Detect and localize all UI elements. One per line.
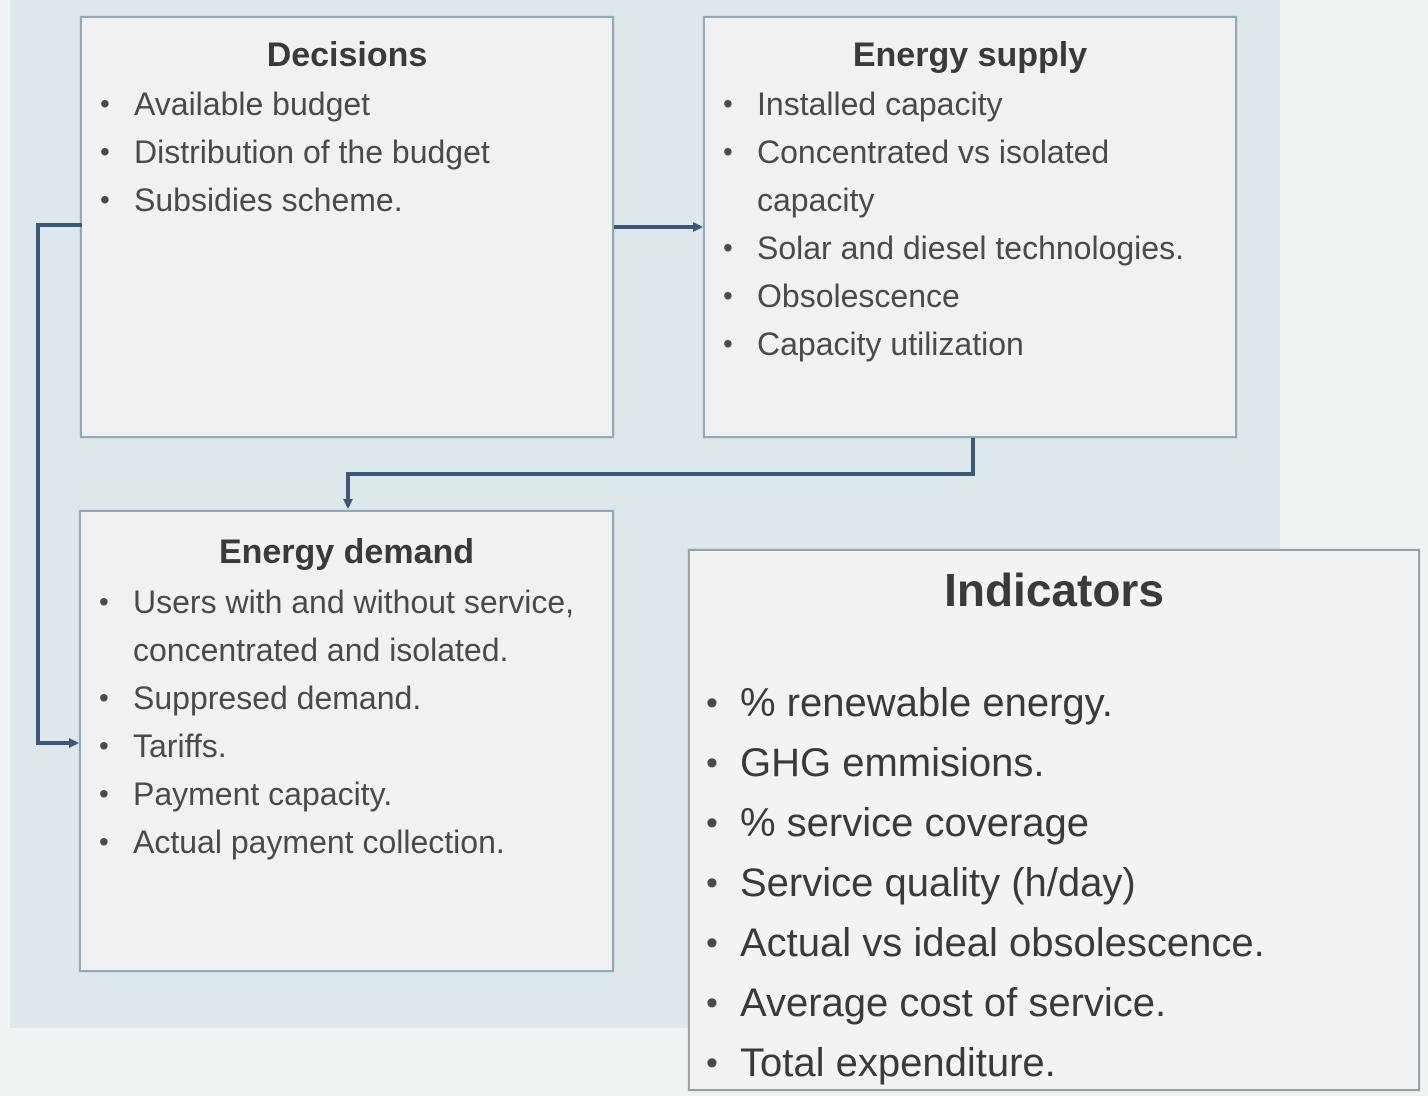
list-item: Payment capacity.: [81, 770, 612, 818]
list-item: GHG emmisions.: [690, 733, 1418, 793]
list-item: Users with and without service, concentr…: [81, 578, 612, 674]
list-item: Obsolescence: [705, 272, 1235, 320]
list-item: Actual payment collection.: [81, 818, 612, 866]
list-item: Distribution of the budget: [82, 128, 612, 176]
indicators-list: % renewable energy. GHG emmisions. % ser…: [690, 673, 1418, 1093]
indicators-box: Indicators % renewable energy. GHG emmis…: [688, 549, 1420, 1093]
energy-supply-title: Energy supply: [852, 36, 1088, 74]
list-item: Suppresed demand.: [81, 674, 612, 722]
list-item: Concentrated vs isolated capacity: [705, 128, 1235, 224]
list-item: Service quality (h/day): [690, 853, 1418, 913]
energy-supply-list: Installed capacity Concentrated vs isola…: [705, 80, 1235, 368]
list-item: Total expenditure.: [690, 1033, 1418, 1093]
indicators-title: Indicators: [944, 564, 1164, 616]
energy-demand-list: Users with and without service, concentr…: [81, 578, 612, 866]
decisions-list: Available budget Distribution of the bud…: [82, 80, 612, 224]
list-item: Capacity utilization: [705, 320, 1235, 368]
list-item: Tariffs.: [81, 722, 612, 770]
list-item: Installed capacity: [705, 80, 1235, 128]
energy-demand-title: Energy demand: [218, 533, 475, 571]
list-item: Subsidies scheme.: [82, 176, 612, 224]
list-item: % renewable energy.: [690, 673, 1418, 733]
decisions-box: Decisions Available budget Distribution …: [80, 16, 614, 438]
decisions-title: Decisions: [266, 36, 428, 74]
list-item: % service coverage: [690, 793, 1418, 853]
list-item: Available budget: [82, 80, 612, 128]
list-item: Solar and diesel technologies.: [705, 224, 1235, 272]
energy-supply-box: Energy supply Installed capacity Concent…: [703, 16, 1237, 438]
list-item: Average cost of service.: [690, 973, 1418, 1033]
list-item: Actual vs ideal obsolescence.: [690, 913, 1418, 973]
energy-demand-box: Energy demand Users with and without ser…: [79, 510, 614, 972]
